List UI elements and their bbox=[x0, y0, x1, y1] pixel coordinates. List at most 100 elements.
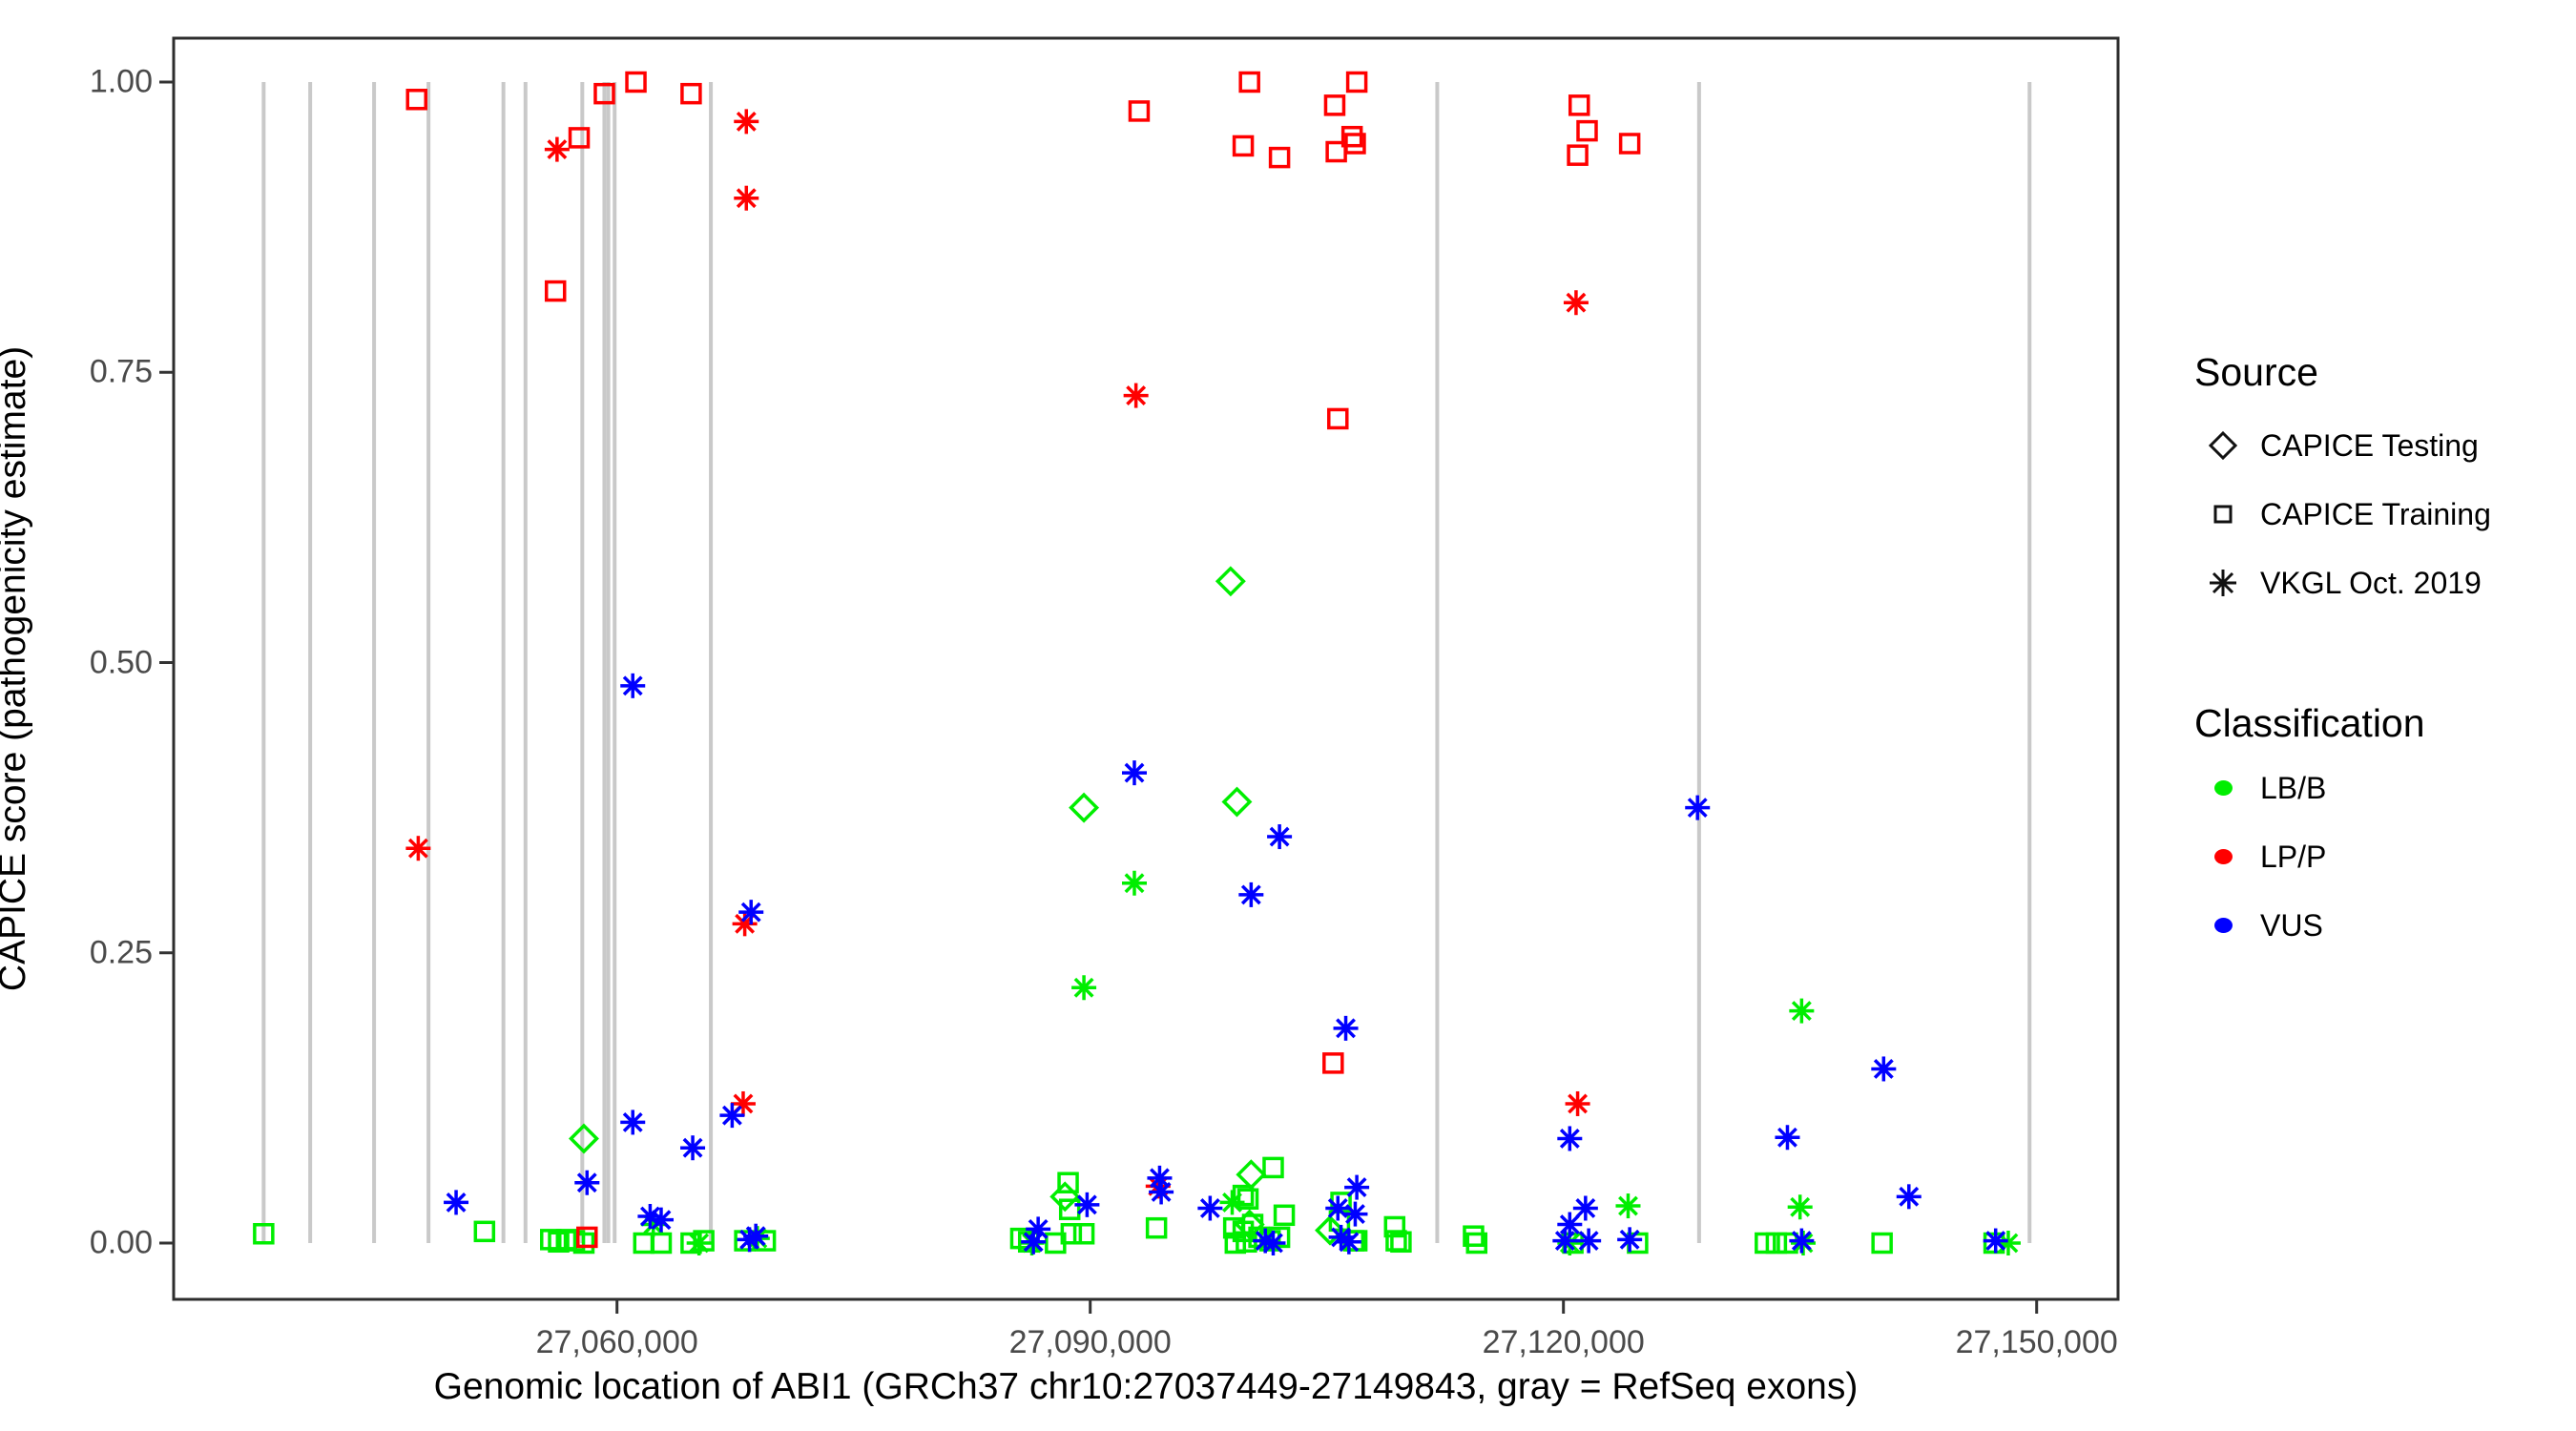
legend-source-title: Source bbox=[2194, 350, 2318, 394]
data-point-testing-lbb bbox=[1049, 1181, 1081, 1213]
data-point-vkgl-vus bbox=[1021, 1229, 1047, 1255]
data-point-vkgl-vus bbox=[1775, 1125, 1800, 1151]
data-point-training-lbb bbox=[1145, 1216, 1168, 1239]
y-tick-label: 0.00 bbox=[89, 1224, 153, 1261]
data-point-vkgl-lbb bbox=[1071, 975, 1097, 1001]
data-point-vkgl-lpp bbox=[734, 185, 759, 211]
data-point-training-lbb bbox=[572, 1232, 595, 1255]
data-point-training-lpp bbox=[1322, 1052, 1344, 1074]
data-point-training-lbb bbox=[1463, 1225, 1485, 1247]
data-point-vkgl-vus bbox=[1896, 1184, 1922, 1210]
data-point-vkgl-lpp bbox=[1565, 1090, 1590, 1116]
data-point-vkgl-vus bbox=[1617, 1227, 1643, 1253]
data-point-training-lbb bbox=[1273, 1204, 1296, 1227]
data-point-vkgl-vus bbox=[1576, 1228, 1602, 1254]
data-point-training-lbb bbox=[1765, 1232, 1788, 1255]
data-point-vkgl-lbb bbox=[686, 1231, 712, 1255]
data-point-training-lpp bbox=[1344, 133, 1366, 155]
data-point-testing-lbb bbox=[1315, 1214, 1345, 1246]
data-point-vkgl-vus bbox=[1238, 881, 1264, 907]
data-point-vkgl-vus bbox=[444, 1190, 469, 1215]
data-point-training-lpp bbox=[1618, 133, 1641, 155]
y-axis-title-text: CAPICE score (pathogenicity estimate) bbox=[0, 345, 33, 992]
data-point-vkgl-vus bbox=[1344, 1174, 1370, 1200]
legend-item-label: LP/P bbox=[2260, 839, 2327, 874]
data-point-training-lpp bbox=[1238, 71, 1260, 93]
data-point-vkgl-vus bbox=[1789, 1228, 1815, 1254]
y-tick-label: 0.25 bbox=[89, 934, 153, 971]
data-point-training-lpp bbox=[1345, 71, 1368, 93]
data-point-vkgl-vus bbox=[1267, 824, 1293, 850]
data-point-vkgl-vus bbox=[1325, 1195, 1351, 1221]
data-point-training-lpp bbox=[568, 127, 591, 149]
data-point-training-lbb bbox=[1871, 1232, 1893, 1255]
legend-item-vus: VUS bbox=[2201, 906, 2323, 944]
data-point-training-lpp bbox=[1340, 125, 1363, 148]
data-point-vkgl-lpp bbox=[1563, 290, 1589, 316]
data-point-vkgl-vus bbox=[1260, 1231, 1286, 1255]
data-point-vkgl-lbb bbox=[1787, 1194, 1813, 1220]
data-point-vkgl-lpp bbox=[734, 109, 759, 135]
data-point-testing-lbb bbox=[1215, 566, 1246, 597]
data-point-vkgl-vus bbox=[738, 900, 764, 925]
legend-item-lbb: LB/B bbox=[2201, 769, 2326, 807]
data-point-testing-lbb bbox=[1069, 792, 1100, 823]
data-point-training-lbb bbox=[1465, 1232, 1488, 1255]
data-point-vkgl-vus bbox=[719, 1103, 745, 1129]
data-point-training-lpp bbox=[625, 71, 647, 93]
data-point-vkgl-vus bbox=[1557, 1126, 1583, 1151]
data-point-vkgl-vus bbox=[637, 1204, 663, 1230]
green-dot-icon bbox=[2201, 780, 2245, 796]
data-point-training-lpp bbox=[1327, 407, 1349, 430]
data-point-vkgl-vus bbox=[620, 1110, 646, 1135]
data-point-testing-lbb bbox=[1221, 786, 1253, 818]
data-point-training-lpp bbox=[576, 1226, 598, 1249]
data-point-testing-lbb bbox=[1234, 1209, 1265, 1240]
data-point-vkgl-vus bbox=[1685, 795, 1711, 820]
data-point-vkgl-lbb bbox=[1789, 998, 1815, 1024]
data-point-training-lpp bbox=[593, 82, 615, 105]
data-point-vkgl-lpp bbox=[1123, 383, 1149, 408]
data-point-vkgl-vus bbox=[620, 673, 646, 698]
data-point-vkgl-vus bbox=[1333, 1015, 1359, 1041]
legend-item-vkgl: VKGL Oct. 2019 bbox=[2201, 564, 2482, 602]
panel-border bbox=[172, 36, 2120, 1301]
y-tick-label: 1.00 bbox=[89, 63, 153, 100]
legend-item-lpp: LP/P bbox=[2201, 838, 2326, 876]
y-tick-label: 0.75 bbox=[89, 353, 153, 390]
data-point-vkgl-lbb bbox=[1615, 1193, 1641, 1219]
data-point-vkgl-vus bbox=[1336, 1229, 1361, 1255]
data-point-training-lpp bbox=[1576, 119, 1598, 142]
blue-dot-icon bbox=[2201, 918, 2245, 933]
legend-item-label: VKGL Oct. 2019 bbox=[2260, 565, 2482, 600]
data-point-vkgl-vus bbox=[1197, 1195, 1223, 1221]
data-point-training-lbb bbox=[1058, 1198, 1081, 1220]
data-point-training-lpp bbox=[544, 280, 567, 302]
data-point-testing-lbb bbox=[569, 1123, 599, 1154]
x-tick-label: 27,150,000 bbox=[1955, 1324, 2118, 1360]
data-point-training-lbb bbox=[1232, 1184, 1255, 1207]
data-point-vkgl-lbb bbox=[1219, 1190, 1245, 1215]
data-point-training-lbb bbox=[473, 1220, 496, 1243]
data-point-vkgl-vus bbox=[1572, 1195, 1598, 1221]
legend-item-label: CAPICE Testing bbox=[2260, 427, 2479, 463]
diamond-icon bbox=[2201, 429, 2245, 462]
data-point-vkgl-vus bbox=[1557, 1212, 1583, 1237]
data-point-vkgl-vus bbox=[574, 1170, 600, 1195]
data-point-training-lbb bbox=[1060, 1223, 1083, 1245]
x-tick-label: 27,090,000 bbox=[1008, 1324, 1172, 1360]
legend-classification-title: Classification bbox=[2194, 701, 2425, 745]
data-point-vkgl-lpp bbox=[544, 136, 570, 162]
data-point-vkgl-vus bbox=[1121, 760, 1147, 786]
data-point-vkgl-vus bbox=[1342, 1201, 1368, 1227]
legend-item-label: CAPICE Training bbox=[2260, 496, 2491, 531]
data-point-vkgl-lpp bbox=[405, 836, 431, 861]
data-point-training-lpp bbox=[405, 89, 427, 111]
data-point-training-lpp bbox=[1268, 146, 1291, 169]
data-point-training-lbb bbox=[1383, 1215, 1406, 1238]
asterisk-icon bbox=[2201, 566, 2245, 600]
data-point-training-lpp bbox=[1323, 94, 1346, 116]
square-icon bbox=[2201, 498, 2245, 530]
x-tick-label: 27,060,000 bbox=[535, 1324, 698, 1360]
